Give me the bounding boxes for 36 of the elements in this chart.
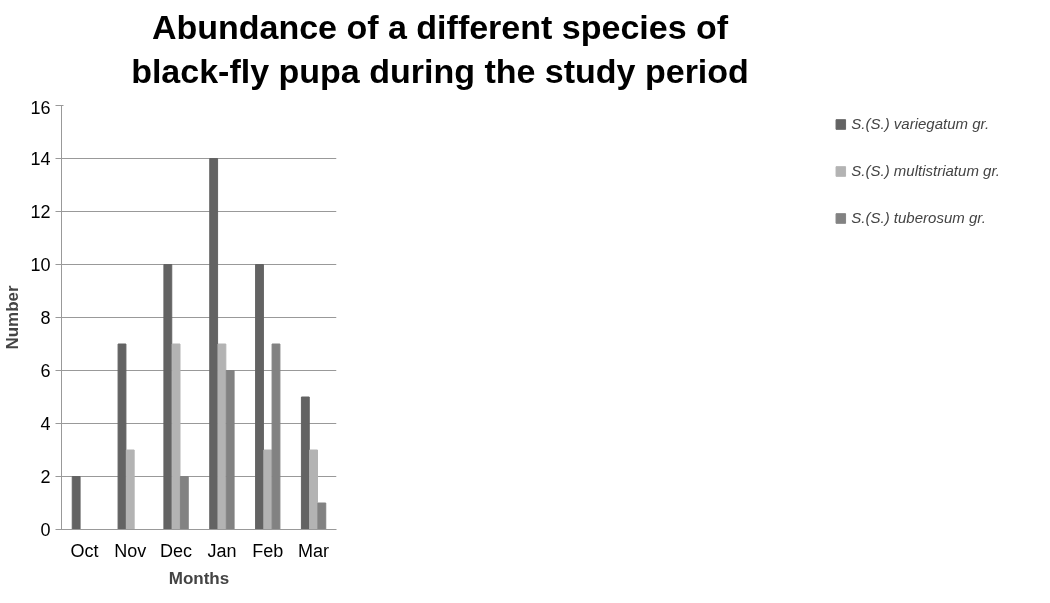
y-tick-label: 16: [30, 97, 51, 118]
x-tick-label: Dec: [160, 540, 193, 561]
x-axis-title: Months: [168, 568, 230, 588]
y-tick-label: 10: [30, 255, 51, 275]
bar: [163, 264, 173, 530]
y-tick-label: 4: [40, 414, 51, 434]
bar: [217, 343, 227, 530]
bar: [171, 343, 181, 530]
bar: [263, 449, 273, 530]
bar: [225, 370, 235, 530]
bar: [309, 449, 318, 530]
x-tick-label: Mar: [298, 540, 330, 561]
y-tick-label: 2: [40, 467, 51, 487]
y-axis-title: Number: [3, 285, 23, 350]
bar: [125, 449, 135, 530]
y-tick-label: 14: [30, 149, 51, 169]
y-tick-label: 6: [40, 361, 51, 381]
y-tick-label: 0: [40, 520, 51, 540]
x-tick-label: Feb: [252, 540, 284, 561]
bar: [300, 396, 310, 530]
y-tick-label: 12: [30, 202, 51, 222]
legend-label: S.(S.) tuberosum gr.: [851, 209, 986, 226]
bar: [179, 476, 189, 530]
bar: [117, 343, 127, 530]
y-tick-label: 8: [40, 308, 51, 328]
bar: [71, 476, 81, 530]
bar: [271, 343, 281, 530]
x-tick-label: Nov: [114, 540, 147, 561]
legend-label: S.(S.) multistriatum gr.: [851, 162, 1000, 179]
bar: [317, 502, 327, 530]
x-tick-label: Oct: [70, 540, 99, 561]
x-tick-label: Jan: [207, 540, 237, 561]
text: Abundance of a different species of black-fly pupa during the study period: [130, 7, 750, 92]
legend-label: S.(S.) variegatum gr.: [851, 115, 990, 132]
bar: [255, 264, 264, 530]
bar: [209, 158, 219, 530]
